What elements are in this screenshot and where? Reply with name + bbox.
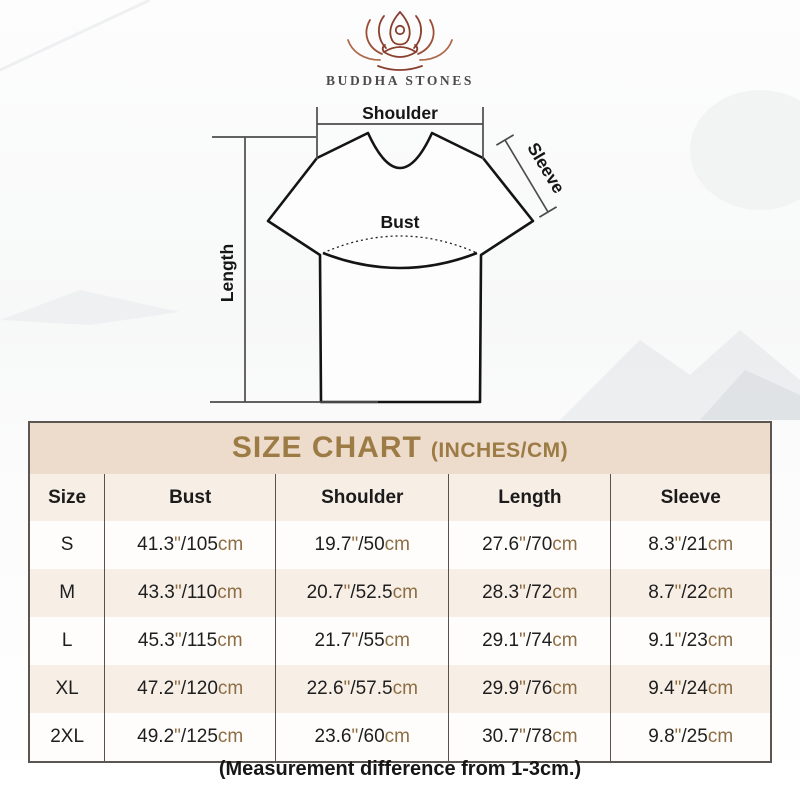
length-cell: 28.3"/72cm — [448, 569, 611, 617]
size-chart-title-units: (INCHES/CM) — [430, 439, 569, 462]
shoulder-cell: 19.7"/50cm — [275, 521, 449, 569]
col-header-shoulder: Shoulder — [275, 474, 449, 521]
tshirt-measurement-diagram: Shoulder Bust Length Sleeve — [210, 103, 569, 404]
size-cell: L — [61, 630, 73, 651]
brand-name: BUDDHA STONES — [326, 73, 474, 88]
shoulder-cell: 20.7"/52.5cm — [275, 569, 449, 617]
sleeve-label: Sleeve — [523, 139, 569, 197]
bust-cell: 47.2"/120cm — [104, 665, 276, 713]
bust-ellipse-front — [322, 251, 478, 270]
table-header-row: Size Bust Shoulder Length Sleeve — [30, 474, 770, 521]
brand-logo: BUDDHA STONES — [0, 8, 800, 89]
size-table-body: S 41.3"/105cm 19.7"/50cm 27.6"/70cm 8.3"/21c… — [30, 521, 770, 761]
bust-label: Bust — [381, 212, 420, 232]
col-header-size: Size — [30, 474, 105, 521]
size-chart-title: SIZE CHART (INCHES/CM) — [30, 423, 770, 474]
table-row: L 45.3"/115cm 21.7"/55cm 29.1"/74cm 9.1"/23c… — [30, 617, 770, 665]
size-chart-panel: SIZE CHART (INCHES/CM) Size Bust Shoulde… — [28, 421, 772, 763]
length-cell: 30.7"/78cm — [448, 713, 611, 761]
table-row: M 43.3"/110cm 20.7"/52.5cm 28.3"/72cm 8.7"/2… — [30, 569, 770, 617]
lotus-inner-petals — [378, 15, 422, 49]
table-row: 2XL 49.2"/125cm 23.6"/60cm 30.7"/78cm 9.8"/2… — [30, 713, 770, 761]
lotus-middle-petals — [365, 19, 435, 55]
sleeve-measure-line — [495, 134, 558, 218]
lotus-meditation-icon — [347, 11, 453, 71]
length-measure-line — [210, 136, 378, 403]
size-cell: M — [59, 582, 76, 603]
meditating-figure — [377, 11, 423, 71]
table-row: S 41.3"/105cm 19.7"/50cm 27.6"/70cm 8.3"/21c… — [30, 521, 770, 569]
table-row: XL 47.2"/120cm 22.6"/57.5cm 29.9"/76cm 9.4"/… — [30, 665, 770, 713]
sleeve-cell: 9.8"/25cm — [610, 713, 770, 761]
length-cell: 29.9"/76cm — [448, 665, 611, 713]
measurement-note: (Measurement difference from 1-3cm.) — [218, 758, 582, 780]
size-cell: XL — [55, 678, 79, 699]
bust-cell: 41.3"/105cm — [104, 521, 276, 569]
size-cell: S — [60, 534, 74, 555]
col-header-sleeve: Sleeve — [610, 474, 770, 521]
bust-cell: 45.3"/115cm — [104, 617, 276, 665]
size-table: Size Bust Shoulder Length Sleeve S 41.3"/… — [30, 474, 770, 761]
length-cell: 29.1"/74cm — [448, 617, 611, 665]
shoulder-measure-line — [316, 107, 484, 159]
shoulder-cell: 23.6"/60cm — [275, 713, 449, 761]
length-cell: 27.6"/70cm — [448, 521, 611, 569]
col-header-bust: Bust — [104, 474, 276, 521]
sleeve-cell: 9.1"/23cm — [610, 617, 770, 665]
col-header-length: Length — [448, 474, 611, 521]
length-label: Length — [217, 244, 237, 302]
size-cell: 2XL — [50, 726, 85, 747]
lotus-outer-petals — [347, 39, 453, 61]
sleeve-cell: 8.3"/21cm — [610, 521, 770, 569]
bust-cell: 49.2"/125cm — [104, 713, 276, 761]
sleeve-cell: 8.7"/22cm — [610, 569, 770, 617]
shoulder-cell: 21.7"/55cm — [275, 617, 449, 665]
sleeve-cell: 9.4"/24cm — [610, 665, 770, 713]
size-chart-title-text: SIZE CHART — [231, 431, 422, 464]
bust-cell: 43.3"/110cm — [104, 569, 276, 617]
shoulder-label: Shoulder — [362, 103, 438, 123]
shoulder-cell: 22.6"/57.5cm — [275, 665, 449, 713]
